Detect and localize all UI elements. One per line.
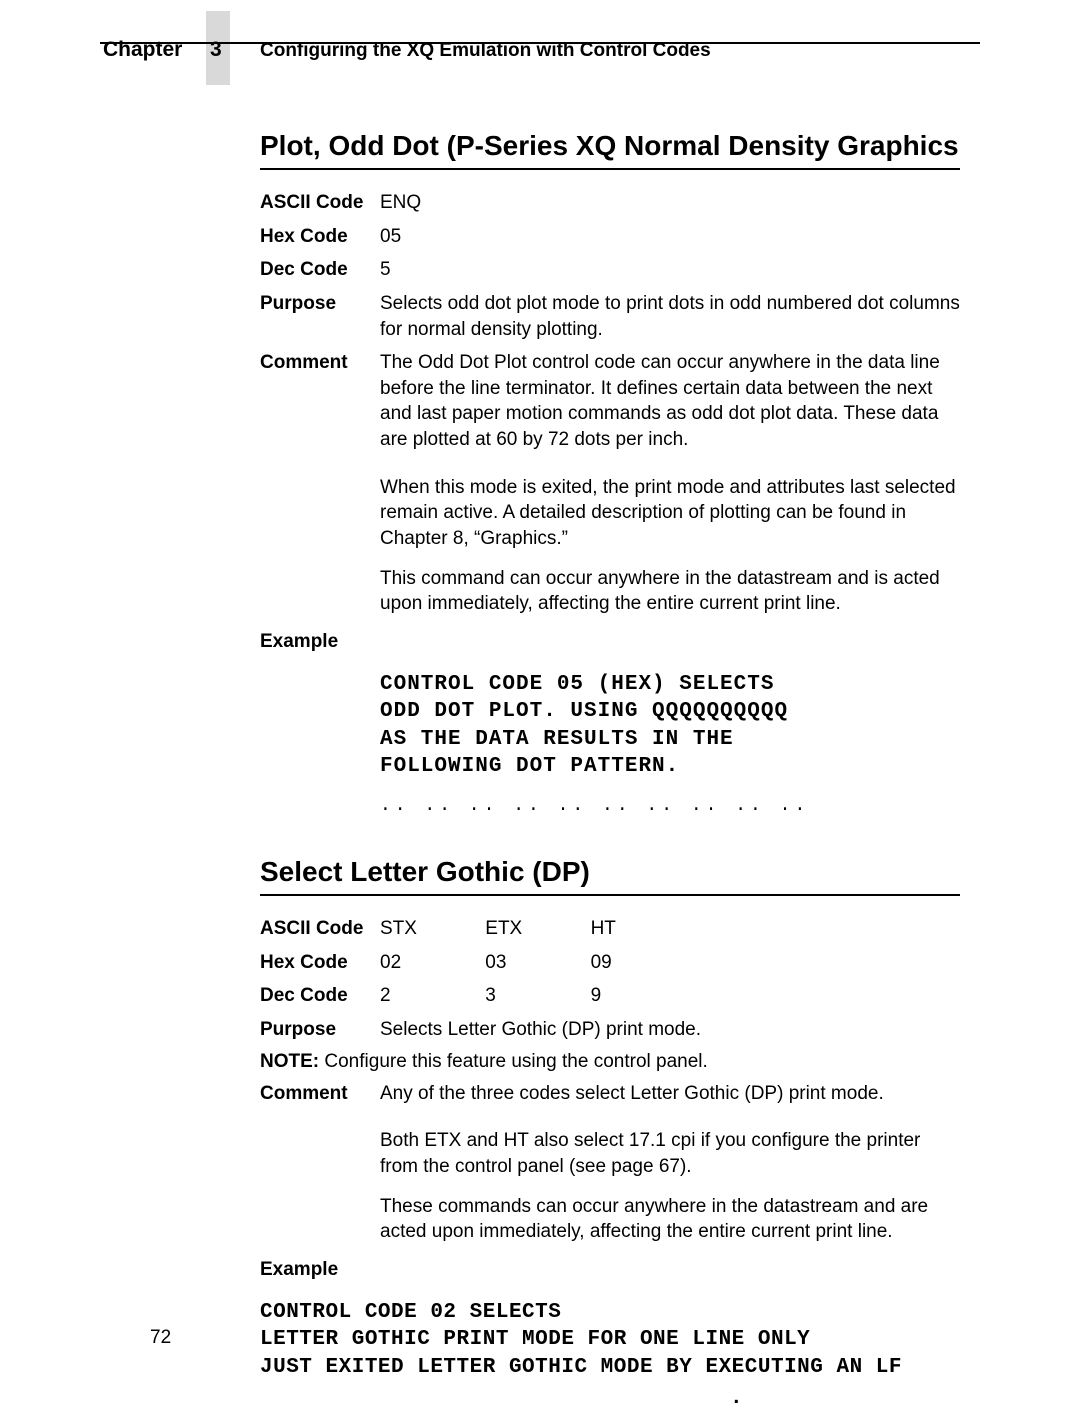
comment-p2: When this mode is exited, the print mode… (380, 475, 960, 552)
example-label-2: Example (260, 1259, 960, 1281)
purpose-text-2: Selects Letter Gothic (DP) print mode. (380, 1017, 960, 1043)
hex-code-values-2: 02 03 09 (380, 950, 960, 976)
hex-code-row: Hex Code 05 (260, 224, 960, 250)
header-rule (100, 34, 980, 44)
page-number: 72 (150, 1327, 171, 1349)
note-label: NOTE: (260, 1051, 319, 1072)
section-heading-letter-gothic: Select Letter Gothic (DP) (260, 856, 960, 896)
comment-label-2: Comment (260, 1081, 380, 1121)
example-printer-output: CONTROL CODE 05 (HEX) SELECTS ODD DOT PL… (380, 671, 960, 780)
ascii-code-label-2: ASCII Code (260, 916, 380, 942)
dot-pattern-output: .. .. .. .. .. .. .. .. .. .. (380, 796, 960, 816)
example-label: Example (260, 631, 960, 653)
ascii-v3: HT (591, 916, 691, 942)
section-heading-plot-odd-dot: Plot, Odd Dot (P-Series XQ Normal Densit… (260, 130, 960, 170)
dec-v3: 9 (591, 983, 691, 1009)
dec-code-value: 5 (380, 257, 960, 283)
hex-v2: 03 (485, 950, 585, 976)
comment2-p2: Both ETX and HT also select 17.1 cpi if … (380, 1128, 960, 1179)
ascii-v1: STX (380, 916, 480, 942)
ascii-v2: ETX (485, 916, 585, 942)
purpose-label: Purpose (260, 291, 380, 342)
comment-p3: This command can occur anywhere in the d… (380, 566, 960, 617)
ascii-code-value: ENQ (380, 190, 960, 216)
ascii-code-values-2: STX ETX HT (380, 916, 960, 942)
ascii-code-row: ASCII Code ENQ (260, 190, 960, 216)
hex-v1: 02 (380, 950, 480, 976)
hex-code-row-2: Hex Code 02 03 09 (260, 950, 960, 976)
ascii-code-row-2: ASCII Code STX ETX HT (260, 916, 960, 942)
purpose-row: Purpose Selects odd dot plot mode to pri… (260, 291, 960, 342)
comment2-p3: These commands can occur anywhere in the… (380, 1194, 960, 1245)
comment2-p1: Any of the three codes select Letter Got… (380, 1081, 960, 1107)
page-content: Plot, Odd Dot (P-Series XQ Normal Densit… (260, 130, 960, 1410)
stray-dot: . (730, 1387, 960, 1410)
dec-code-label: Dec Code (260, 257, 380, 283)
comment-row-2: Comment Any of the three codes select Le… (260, 1081, 960, 1121)
dec-code-values-2: 2 3 9 (380, 983, 960, 1009)
hex-code-label-2: Hex Code (260, 950, 380, 976)
dec-v1: 2 (380, 983, 480, 1009)
hex-code-label: Hex Code (260, 224, 380, 250)
example-printer-output-2: CONTROL CODE 02 SELECTS LETTER GOTHIC PR… (260, 1299, 960, 1381)
purpose-row-2: Purpose Selects Letter Gothic (DP) print… (260, 1017, 960, 1043)
comment-row: Comment The Odd Dot Plot control code ca… (260, 350, 960, 467)
dec-code-row-2: Dec Code 2 3 9 (260, 983, 960, 1009)
hex-code-value: 05 (380, 224, 960, 250)
dec-code-row: Dec Code 5 (260, 257, 960, 283)
comment-label: Comment (260, 350, 380, 467)
ascii-code-label: ASCII Code (260, 190, 380, 216)
dec-code-label-2: Dec Code (260, 983, 380, 1009)
dec-v2: 3 (485, 983, 585, 1009)
purpose-text: Selects odd dot plot mode to print dots … (380, 291, 960, 342)
note-text: Configure this feature using the control… (324, 1051, 707, 1072)
purpose-label-2: Purpose (260, 1017, 380, 1043)
note-line: NOTE: Configure this feature using the c… (260, 1051, 960, 1073)
hex-v3: 09 (591, 950, 691, 976)
comment-p1: The Odd Dot Plot control code can occur … (380, 350, 960, 453)
